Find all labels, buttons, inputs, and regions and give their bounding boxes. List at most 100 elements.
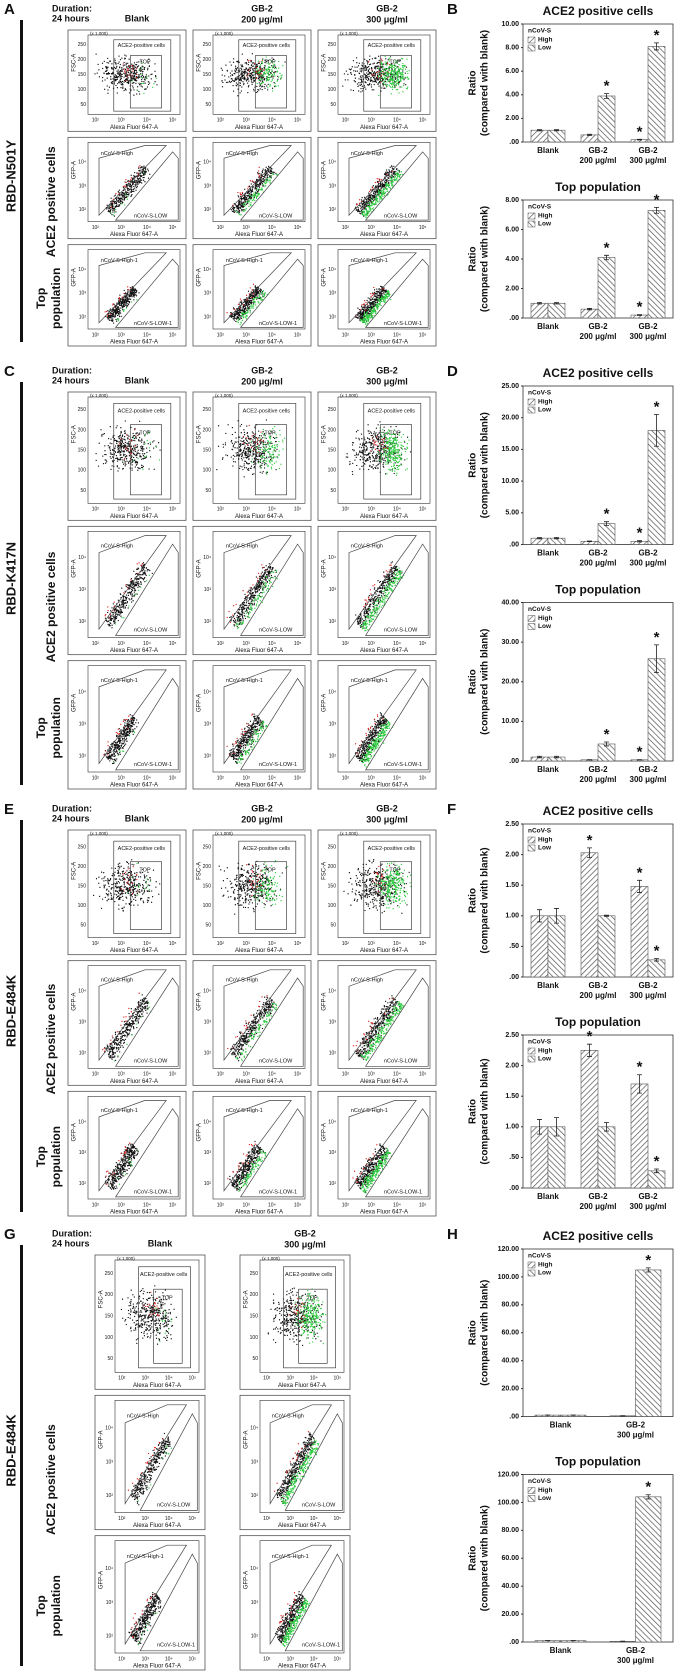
significance-star: * <box>637 1059 643 1076</box>
flow-x-tick: 10³ <box>368 641 376 647</box>
flow-x-tick: 10⁵ <box>419 507 427 513</box>
significance-star: * <box>637 123 643 140</box>
column-header: GB-2 <box>376 803 398 813</box>
legend-label: High <box>538 1487 552 1494</box>
flow-axes <box>87 34 181 115</box>
flow-x-tick: 10⁵ <box>294 641 302 647</box>
bar <box>597 1126 616 1189</box>
flow-y-tick: 10⁴ <box>203 1119 211 1125</box>
flow-axes <box>259 1540 345 1654</box>
event-cloud <box>236 1149 268 1192</box>
flow-x-tick: 10⁴ <box>268 641 276 647</box>
flow-y-tick: 10³ <box>79 721 87 727</box>
gate-ace2 <box>113 840 172 934</box>
flow-y-label: GFP-A <box>72 559 78 577</box>
gate-top <box>254 55 287 109</box>
significance-star: * <box>604 239 610 256</box>
flow-x-tick: 10³ <box>118 641 126 647</box>
gate-top <box>379 424 412 496</box>
bar <box>580 852 599 978</box>
y-tick-label: 4.00 <box>505 92 519 99</box>
panel-label: D <box>447 363 458 380</box>
flow-axes <box>337 965 431 1069</box>
flow-x-label: Alexa Fluor 647-A <box>360 340 408 346</box>
flow-y-tick: 250 <box>203 407 212 413</box>
flow-axes <box>87 396 181 504</box>
x-tick-label: Blank <box>550 1421 572 1430</box>
flow-y-tick: 50 <box>205 488 211 494</box>
flow-x-tick: 10³ <box>243 332 251 338</box>
event-cloud <box>235 1002 278 1062</box>
flow-y-tick: 250 <box>328 42 337 48</box>
flow-x-tick: 10⁴ <box>393 1072 401 1078</box>
gate-high <box>348 969 417 1062</box>
column-header: 300 μg/ml <box>366 376 408 386</box>
flow-x-tick: 10³ <box>243 1072 251 1078</box>
event-cloud <box>374 861 412 910</box>
column-header: Blank <box>125 13 151 23</box>
row-label: ACE2 positive cells <box>44 146 58 257</box>
gate-high <box>223 535 292 631</box>
flow-x-tick: 10⁵ <box>169 941 177 947</box>
flow-axes <box>87 531 181 638</box>
y-tick-label: 80.00 <box>501 1527 519 1534</box>
flow-x-label: Alexa Fluor 647-A <box>110 1210 158 1216</box>
flow-x-tick: 10⁵ <box>169 775 177 781</box>
x-tick-label: Blank <box>537 549 559 558</box>
legend-title: nCoV-S <box>528 1478 552 1485</box>
duration-label: Duration: <box>52 803 92 813</box>
section-label: A <box>4 1 15 18</box>
flow-y-tick: 150 <box>78 447 87 453</box>
flow-y-label: FSC-A <box>72 425 78 443</box>
bar <box>647 959 666 978</box>
bar <box>580 1050 599 1189</box>
flow-y-tick: 250 <box>78 42 87 48</box>
event-cloud <box>227 995 268 1050</box>
flow-x-tick: 10⁵ <box>333 1376 341 1382</box>
error-bar <box>587 847 592 859</box>
flow-x-label: Alexa Fluor 647-A <box>360 1210 408 1216</box>
duration-label: 24 hours <box>52 813 90 823</box>
gate-low <box>114 977 179 1067</box>
flow-y-tick: 10⁴ <box>203 267 211 273</box>
flow-y-label: GFP-A <box>197 559 203 577</box>
gate-label: TOP <box>139 867 151 873</box>
flow-y-tick: 100 <box>78 87 87 93</box>
legend-title: nCoV-S <box>528 204 552 211</box>
flow-x-label: Alexa Fluor 647-A <box>235 125 283 131</box>
flow-y-tick: 200 <box>203 427 212 433</box>
legend-swatch <box>527 212 536 220</box>
flow-y-tick: 10³ <box>204 1019 212 1025</box>
event-cloud <box>117 1149 139 1185</box>
significance-star: * <box>654 191 660 208</box>
flow-y-tick: 10⁴ <box>203 989 211 995</box>
flow-y-tick: 10³ <box>106 1459 114 1465</box>
error-bar <box>587 308 592 311</box>
gate-label: nCoV-S-High <box>272 1414 304 1420</box>
flow-x-tick: 10⁵ <box>294 118 302 124</box>
flow-y-label: GFP-A <box>197 694 203 712</box>
flow-x-tick: 10⁵ <box>188 1516 196 1522</box>
error-bar <box>637 314 642 316</box>
y-tick-label: 8.00 <box>505 44 519 51</box>
bar <box>630 886 649 978</box>
y-tick-label: 20.00 <box>501 1385 519 1392</box>
event-cloud <box>345 421 412 476</box>
gate-label: nCoV-S-LOW <box>134 1059 168 1065</box>
event-cloud <box>128 1592 162 1645</box>
legend-label: Low <box>538 1495 552 1502</box>
section-label: E <box>4 801 14 818</box>
flow-y-label: FSC-A <box>72 54 78 72</box>
error-bar <box>654 42 659 51</box>
y-tick-label: 40.00 <box>501 599 519 606</box>
gate-top <box>254 861 287 930</box>
gate-ace2 <box>363 39 422 112</box>
gate-low <box>284 1553 343 1652</box>
flow-y-tick: 200 <box>78 57 87 63</box>
flow-axes <box>337 396 431 504</box>
flow-y-tick: 50 <box>205 923 211 929</box>
bar <box>580 134 599 143</box>
flow-x-tick: 10² <box>92 225 100 231</box>
plot-frame <box>522 1248 674 1417</box>
x-tick-label: GB-2 <box>638 981 658 990</box>
